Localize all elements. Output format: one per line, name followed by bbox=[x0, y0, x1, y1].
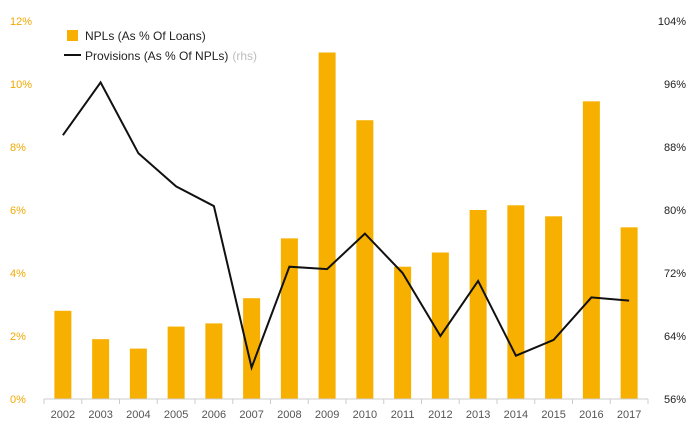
provisions-line bbox=[62, 80, 630, 371]
right-tick-label: 64% bbox=[664, 331, 686, 343]
right-tick-label: 104% bbox=[658, 16, 686, 28]
x-tick-label: 2004 bbox=[126, 409, 150, 421]
x-tick-label: 2006 bbox=[202, 409, 226, 421]
bar bbox=[431, 252, 449, 399]
bar bbox=[243, 298, 261, 399]
left-axis: 0% 2% 4% 6% 8% 10% 12% bbox=[10, 16, 32, 406]
bar bbox=[318, 52, 336, 399]
bar bbox=[54, 310, 72, 399]
x-tick-label: 2009 bbox=[315, 409, 339, 421]
x-axis: 2002 2003 2004 2005 2006 2007 2008 2009 2010 2011… bbox=[43, 399, 649, 421]
right-tick-label: 96% bbox=[664, 79, 686, 91]
bar bbox=[545, 216, 563, 399]
right-tick-label: 72% bbox=[664, 268, 686, 280]
left-tick-label: 4% bbox=[10, 268, 26, 280]
left-tick-label: 8% bbox=[10, 142, 26, 154]
x-tick-label: 2016 bbox=[579, 409, 603, 421]
bar bbox=[394, 266, 412, 399]
legend: NPLs (As % Of Loans) Provisions (As % Of… bbox=[64, 29, 257, 63]
right-axis: 56% 64% 72% 80% 88% 96% 104% bbox=[658, 16, 686, 406]
left-tick-label: 10% bbox=[10, 79, 32, 91]
x-tick-label: 2017 bbox=[617, 409, 641, 421]
bar bbox=[469, 210, 487, 399]
x-tick-label: 2002 bbox=[51, 409, 75, 421]
left-tick-label: 2% bbox=[10, 331, 26, 343]
left-tick-label: 0% bbox=[10, 394, 26, 406]
bar bbox=[507, 205, 525, 399]
bar bbox=[356, 120, 374, 399]
right-tick-label: 80% bbox=[664, 205, 686, 217]
line-series bbox=[62, 80, 630, 371]
x-tick-label: 2007 bbox=[239, 409, 263, 421]
right-tick-label: 88% bbox=[664, 142, 686, 154]
left-tick-label: 12% bbox=[10, 16, 32, 28]
x-tick-label: 2013 bbox=[466, 409, 490, 421]
x-tick-label: 2015 bbox=[541, 409, 565, 421]
x-tick-label: 2008 bbox=[277, 409, 301, 421]
legend-line-label: Provisions (As % Of NPLs) bbox=[85, 49, 228, 63]
bar bbox=[129, 348, 147, 399]
bar bbox=[167, 326, 185, 399]
legend-line-text: Provisions (As % Of NPLs) (rhs) bbox=[85, 49, 257, 63]
x-tick-label: 2003 bbox=[88, 409, 112, 421]
x-tick-label: 2014 bbox=[504, 409, 528, 421]
legend-line-note: (rhs) bbox=[232, 49, 257, 63]
bar bbox=[620, 227, 638, 399]
x-tick-label: 2010 bbox=[353, 409, 377, 421]
right-tick-label: 56% bbox=[664, 394, 686, 406]
bar-series bbox=[54, 52, 638, 399]
legend-bar-swatch bbox=[67, 30, 78, 41]
x-tick-label: 2012 bbox=[428, 409, 452, 421]
bar bbox=[582, 101, 600, 399]
bar bbox=[205, 323, 223, 399]
x-tick-label: 2005 bbox=[164, 409, 188, 421]
left-tick-label: 6% bbox=[10, 205, 26, 217]
legend-bar-label: NPLs (As % Of Loans) bbox=[85, 29, 206, 43]
bar bbox=[92, 339, 110, 399]
x-tick-label: 2011 bbox=[391, 409, 415, 421]
bar bbox=[280, 238, 298, 399]
